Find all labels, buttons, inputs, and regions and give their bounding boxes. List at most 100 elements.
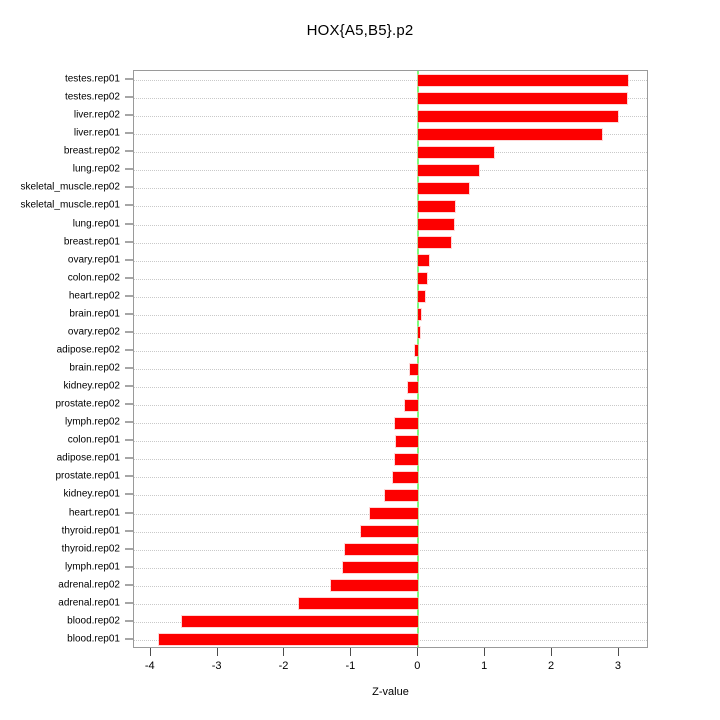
- gridline: [134, 351, 647, 352]
- gridline: [134, 261, 647, 262]
- gridline: [134, 369, 647, 370]
- y-axis-tick: [125, 620, 133, 622]
- bar: [158, 634, 419, 646]
- x-axis-tick-label: -1: [345, 660, 356, 672]
- y-axis-tick: [125, 403, 133, 405]
- y-axis-tick-label: brain.rep02: [69, 362, 120, 374]
- y-axis-tick-label: prostate.rep02: [55, 398, 121, 410]
- x-axis-tick-label: 1: [481, 660, 488, 672]
- x-axis-tick-label: -4: [144, 660, 155, 672]
- bar: [418, 200, 456, 212]
- bars-layer: [134, 71, 647, 647]
- gridline: [134, 333, 647, 334]
- bar: [407, 381, 419, 393]
- x-axis-tick-label: -3: [211, 660, 222, 672]
- gridline: [134, 423, 647, 424]
- y-axis-tick: [125, 150, 133, 152]
- y-axis-tick-label: testes.rep01: [64, 73, 120, 85]
- y-axis-tick: [125, 638, 133, 640]
- bar: [418, 273, 427, 285]
- x-axis-tick: [551, 648, 553, 656]
- bar: [395, 435, 419, 447]
- y-axis-tick-label: liver.rep02: [73, 109, 120, 121]
- y-axis-tick: [125, 421, 133, 423]
- y-axis-tick: [125, 385, 133, 387]
- bar: [394, 417, 419, 429]
- y-axis-tick-label: kidney.rep01: [63, 488, 120, 500]
- bar: [418, 327, 421, 339]
- y-axis-tick: [125, 475, 133, 477]
- y-axis-tick: [125, 349, 133, 351]
- x-axis-tick: [149, 648, 151, 656]
- x-axis-tick-label: -2: [278, 660, 289, 672]
- y-axis-tick-label: skeletal_muscle.rep01: [20, 199, 121, 211]
- bar: [418, 92, 627, 104]
- bar: [298, 598, 419, 610]
- x-axis-tick: [417, 648, 419, 656]
- gridline: [134, 405, 647, 406]
- x-axis-tick: [484, 648, 486, 656]
- y-axis-tick: [125, 132, 133, 134]
- x-axis-tick-label: 0: [414, 660, 421, 672]
- y-axis-tick-label: adipose.rep02: [56, 344, 120, 356]
- y-axis-tick-label: lymph.rep02: [64, 416, 120, 428]
- bar: [410, 363, 419, 375]
- bar: [345, 544, 419, 556]
- y-axis-tick: [125, 277, 133, 279]
- y-axis-tick: [125, 259, 133, 261]
- y-axis-tick-label: lung.rep02: [72, 163, 120, 175]
- y-axis-tick-label: breast.rep02: [63, 145, 120, 157]
- y-axis-tick-label: adipose.rep01: [56, 452, 120, 464]
- y-axis-tick-label: blood.rep01: [67, 633, 120, 645]
- bar: [418, 110, 619, 122]
- y-axis-tick-label: testes.rep02: [64, 91, 120, 103]
- y-axis-tick: [125, 548, 133, 550]
- gridline: [134, 441, 647, 442]
- bar: [370, 508, 419, 520]
- plot-area: [133, 70, 648, 648]
- bar: [182, 616, 419, 628]
- y-axis-tick-label: ovary.rep01: [67, 254, 120, 266]
- gridline: [134, 279, 647, 280]
- bar: [418, 255, 429, 267]
- gridline: [134, 170, 647, 171]
- gridline: [134, 477, 647, 478]
- y-axis-tick: [125, 295, 133, 297]
- y-axis-tick-label: prostate.rep01: [55, 470, 121, 482]
- y-axis-tick-label: adrenal.rep02: [58, 579, 120, 591]
- y-axis-tick-label: brain.rep01: [69, 308, 120, 320]
- gridline: [134, 98, 647, 99]
- gridline: [134, 206, 647, 207]
- y-axis-tick: [125, 602, 133, 604]
- bar: [384, 489, 419, 501]
- gridline: [134, 116, 647, 117]
- y-axis-tick: [125, 530, 133, 532]
- y-axis-tick: [125, 96, 133, 98]
- y-axis-tick: [125, 186, 133, 188]
- x-axis-tick: [283, 648, 285, 656]
- x-axis-tick: [350, 648, 352, 656]
- y-axis-tick: [125, 512, 133, 514]
- gridline: [134, 225, 647, 226]
- y-axis-tick: [125, 204, 133, 206]
- y-axis-tick-label: heart.rep01: [68, 507, 120, 519]
- y-axis: testes.rep01 testes.rep02 liver.rep02 liver…: [0, 70, 133, 648]
- bar: [418, 128, 602, 140]
- y-axis-tick-label: blood.rep02: [67, 615, 120, 627]
- bar: [330, 580, 419, 592]
- bar: [418, 146, 494, 158]
- y-axis-tick: [125, 457, 133, 459]
- bar: [361, 526, 419, 538]
- gridline: [134, 315, 647, 316]
- gridline: [134, 297, 647, 298]
- zero-reference-line: [417, 71, 420, 647]
- y-axis-tick-label: skeletal_muscle.rep02: [20, 181, 121, 193]
- gridline: [134, 80, 647, 81]
- zero-reference-line-layer: [134, 71, 647, 647]
- x-axis-tick: [617, 648, 619, 656]
- y-axis-tick-label: breast.rep01: [63, 236, 120, 248]
- y-axis-tick: [125, 439, 133, 441]
- y-axis-tick: [125, 114, 133, 116]
- y-axis-tick: [125, 223, 133, 225]
- x-axis-tick: [216, 648, 218, 656]
